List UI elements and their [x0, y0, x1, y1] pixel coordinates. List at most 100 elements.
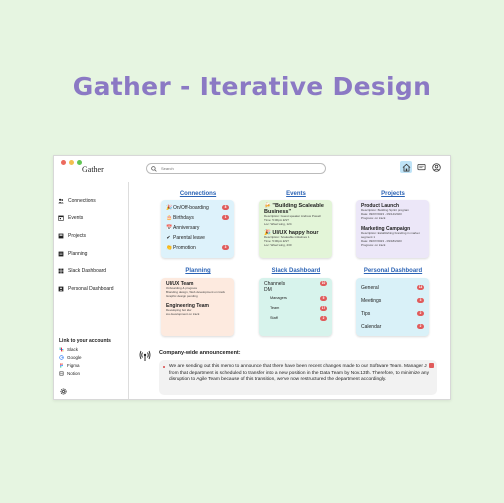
window-controls [61, 160, 82, 165]
calendar-icon: 📅 [166, 225, 173, 231]
list-item[interactable]: 🎂 Birthdays 1 [166, 213, 229, 223]
message-icon [416, 163, 426, 170]
home-icon [402, 163, 410, 172]
sidebar-item-projects[interactable]: Projects [58, 233, 86, 239]
search-icon [151, 165, 157, 172]
sidebar: Connections Events Projects Planning Sla… [54, 182, 129, 399]
count-badge: 10 [320, 281, 327, 286]
planning-card: UI/UX Team Onboarding & progress Brandin… [161, 278, 234, 336]
link-notion[interactable]: Notion [59, 371, 80, 376]
profile-button[interactable] [430, 161, 442, 173]
broadcast-icon [139, 349, 151, 367]
events-title[interactable]: Events [286, 191, 306, 197]
sidebar-item-label: Projects [68, 233, 87, 239]
project-title: Marketing Campaign [361, 226, 411, 233]
announcement-section: Company-wide announcement: We are sendin… [139, 346, 444, 396]
sidebar-item-connections[interactable]: Connections [58, 198, 96, 204]
close-dot[interactable] [61, 160, 66, 165]
list-item[interactable]: Staff 2 [264, 313, 327, 323]
settings-button[interactable] [59, 383, 68, 399]
calendar-icon [58, 215, 64, 221]
figma-icon [60, 363, 63, 368]
event-title: 🍻 "Building Scaleable Business" [264, 203, 324, 215]
event-item[interactable]: 🎉 UI/UX happy hour Description: Scaleabl… [264, 230, 327, 247]
gear-icon [60, 388, 67, 395]
personal-card: General 14 Meetings 3 Tips 2 Calendar 2 [356, 278, 429, 336]
link-label: Notion [67, 371, 81, 376]
list-item[interactable]: Managers 5 [264, 293, 327, 303]
personal-dashboard-title[interactable]: Personal Dashboard [363, 268, 423, 274]
planning-title[interactable]: Planning [185, 268, 211, 274]
sidebar-item-label: Slack Dashboard [68, 268, 107, 274]
list-item[interactable]: Team 17 [270, 306, 327, 311]
messages-button[interactable] [415, 161, 427, 173]
announcement-box[interactable]: We are sending out this memo to announce… [159, 360, 437, 395]
list-item[interactable]: 🎉 On/Off-boarding 8 [166, 203, 229, 213]
announcement-text: We are sending out this memo to announce… [169, 364, 429, 382]
project-item[interactable]: Marketing Campaign Description: Establis… [361, 226, 424, 247]
party-icon: 🎉 [166, 205, 173, 211]
list-item[interactable]: Tips 2 [361, 307, 424, 320]
cake-icon: 🎂 [166, 215, 173, 221]
sidebar-item-slack-dashboard[interactable]: Slack Dashboard [58, 268, 106, 274]
top-icons [400, 161, 442, 173]
event-item[interactable]: 🍻 "Building Scaleable Business" Descript… [264, 203, 327, 226]
slack-card: Channels 10 DM Managers 5 Team 17 Staff 2 [259, 278, 332, 336]
notion-icon [59, 371, 64, 376]
search-bar[interactable] [146, 163, 326, 174]
projects-card: Product Launch Description: Building Spr… [356, 200, 429, 258]
link-figma[interactable]: Figma [59, 363, 80, 368]
planning-item[interactable]: Engineering Team Developing bot idw ios … [166, 303, 229, 317]
list-item[interactable]: General 14 [361, 284, 424, 291]
project-item[interactable]: Product Launch Description: Building Spr… [361, 203, 424, 220]
slack-dm-label[interactable]: DM [264, 287, 272, 293]
events-card: 🍻 "Building Scaleable Business" Descript… [259, 200, 332, 258]
sidebar-item-label: Planning [68, 251, 88, 257]
count-badge: 2 [417, 311, 424, 316]
count-badge: 17 [320, 306, 327, 311]
user-icon [431, 162, 441, 172]
sidebar-item-personal-dashboard[interactable]: Personal Dashboard [58, 286, 114, 292]
profile-card-icon [58, 286, 64, 292]
sidebar-item-planning[interactable]: Planning [58, 251, 87, 257]
link-label: Slack [67, 347, 79, 352]
app-window: Gather Connections Events [53, 155, 451, 400]
page-title: Gather - Iterative Design [72, 72, 432, 101]
sidebar-item-events[interactable]: Events [58, 215, 83, 221]
link-label: Figma [67, 363, 80, 368]
sidebar-item-label: Personal Dashboard [68, 286, 114, 292]
maximize-dot[interactable] [77, 160, 82, 165]
home-button[interactable] [400, 161, 412, 173]
minimize-dot[interactable] [69, 160, 74, 165]
list-item[interactable]: ✔ Parental leave [166, 235, 205, 241]
link-slack[interactable]: Slack [59, 347, 78, 352]
count-badge: 14 [417, 285, 424, 290]
planning-item[interactable]: UI/UX Team Onboarding & progress Brandin… [166, 281, 229, 298]
list-icon [58, 251, 64, 257]
clap-icon: 👏 [166, 245, 173, 251]
grid-icon [58, 268, 64, 274]
sidebar-item-label: Connections [68, 198, 96, 204]
connections-card: 🎉 On/Off-boarding 8 🎂 Birthdays 1 📅 Anniversa… [161, 200, 234, 258]
count-badge: 2 [320, 316, 327, 321]
count-badge: 2 [417, 324, 424, 329]
link-google[interactable]: Google [59, 355, 82, 360]
flag-icon[interactable] [429, 363, 434, 368]
bullet-dot [163, 366, 165, 368]
slack-dashboard-title[interactable]: Slack Dashboard [271, 268, 321, 274]
slack-icon [59, 347, 64, 352]
list-item[interactable]: 📅 Anniversary [166, 225, 200, 231]
app-brand: Gather [82, 165, 104, 174]
google-icon [59, 355, 64, 360]
list-item[interactable]: Meetings 3 [361, 294, 424, 307]
connections-title[interactable]: Connections [179, 191, 217, 197]
list-item[interactable]: 👏 Promotion 3 [166, 243, 229, 253]
slack-channels-row[interactable]: Channels 10 [264, 281, 327, 287]
people-icon [58, 198, 64, 204]
count-badge: 3 [417, 298, 424, 303]
list-item[interactable]: Calendar 2 [361, 320, 424, 333]
planning-team-title: UI/UX Team [166, 281, 194, 287]
count-badge: 8 [222, 205, 229, 210]
projects-title[interactable]: Projects [381, 191, 405, 197]
search-input[interactable] [161, 166, 311, 171]
